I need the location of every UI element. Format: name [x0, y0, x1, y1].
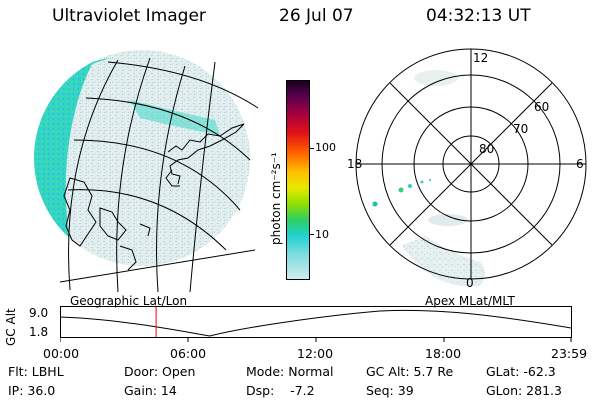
- time-tick-label: 18:00: [425, 346, 462, 361]
- dsp-value: Dsp: -7.2: [246, 383, 315, 398]
- mlt-label-0: 0: [466, 276, 474, 290]
- sequence-value: Seq: 39: [366, 383, 414, 398]
- lat-label-70: 70: [513, 122, 528, 136]
- altitude-curve: [60, 309, 572, 337]
- instrument-title: Ultraviolet Imager: [52, 6, 206, 26]
- orbit-plot-frame: [60, 306, 572, 338]
- apex-mlat-mlt-title: Apex MLat/MLT: [425, 294, 515, 308]
- time-tick-label: 12:00: [297, 346, 334, 361]
- colorbar-unit-label: photon cm⁻²s⁻¹: [269, 152, 283, 245]
- colorbar-tick-100: [309, 148, 314, 149]
- date-label: 26 Jul 07: [279, 6, 354, 26]
- lat-label-60: 60: [534, 100, 549, 114]
- colorbar-tick-label: 100: [315, 141, 336, 154]
- mlt-label-6: 6: [576, 157, 584, 171]
- lat-lon-grid: [59, 57, 259, 293]
- glat-value: GLat: -62.3: [486, 364, 556, 379]
- time-label: 04:32:13 UT: [426, 6, 531, 26]
- geographic-latlon-title: Geographic Lat/Lon: [70, 294, 188, 308]
- time-tick-label: 23:59: [551, 346, 588, 361]
- filter-value: Flt: LBHL: [8, 364, 64, 379]
- gc-alt-value: GC Alt: 5.7 Re: [366, 364, 454, 379]
- time-tick-label: 00:00: [43, 346, 80, 361]
- y-tick-low: 1.8: [29, 325, 49, 339]
- ip-value: IP: 36.0: [8, 383, 56, 398]
- coastlines: [63, 123, 245, 271]
- orbit-altitude-plot: [60, 306, 572, 342]
- colorbar: [286, 80, 310, 280]
- colorbar-tick-10: [309, 234, 314, 235]
- gain-value: Gain: 14: [124, 383, 177, 398]
- mlt-label-18: 18: [347, 157, 362, 171]
- time-ticks: [60, 337, 572, 342]
- door-status: Door: Open: [124, 364, 196, 379]
- gc-alt-axis-label: GC Alt: [4, 308, 18, 346]
- lat-label-80: 80: [479, 142, 494, 156]
- time-tick-label: 06:00: [170, 346, 207, 361]
- polar-emission: [372, 70, 485, 287]
- polar-mlat-mlt-plot: 12 18 6 0 80 70 60: [347, 48, 587, 290]
- colorbar-tick-label: 10: [315, 228, 329, 241]
- glon-value: GLon: 281.3: [486, 383, 562, 398]
- auroral-image: [34, 50, 250, 266]
- mlt-label-12: 12: [473, 51, 488, 65]
- polar-grid: [355, 48, 587, 280]
- mode-value: Mode: Normal: [246, 364, 334, 379]
- y-tick-high: 9.0: [29, 306, 49, 320]
- geographic-image-panel: [34, 50, 259, 293]
